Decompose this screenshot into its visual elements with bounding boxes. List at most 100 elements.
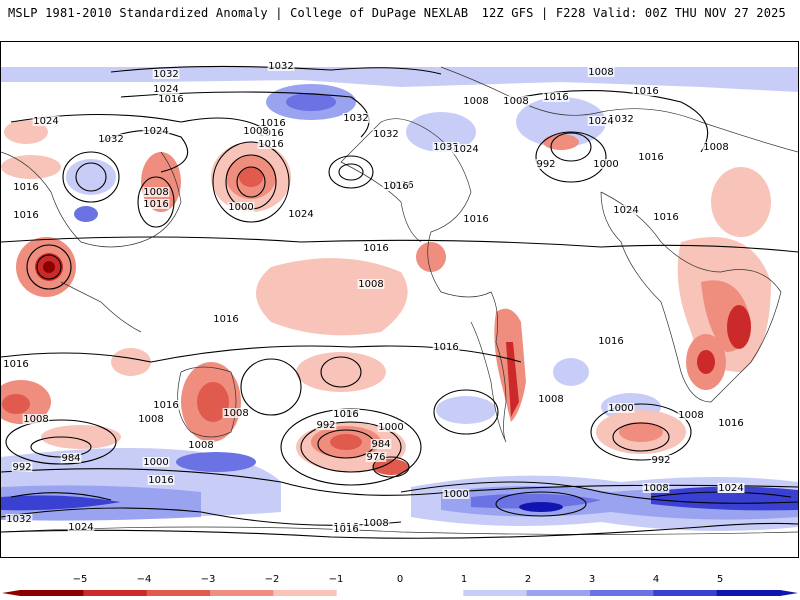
isobar-label: 1008	[358, 279, 383, 290]
map-panel: 1032 1032 1024 1016 1024 1024 1016 1032 1016 1016…	[0, 41, 799, 558]
colorbar-label: 0	[396, 574, 404, 585]
isobar-label: 1000	[608, 403, 633, 414]
isobar-label: 1008	[243, 126, 268, 137]
colorbar-label: 1	[460, 574, 468, 585]
isobar-label-background	[370, 439, 392, 449]
isobar-label: 1008	[363, 518, 388, 529]
isobar-label: 1016	[653, 212, 678, 223]
colorbar-segment	[273, 590, 338, 596]
isobar-label: 1008	[188, 440, 213, 451]
isobar-labels: 1032103210241016102410241016103210161016…	[2, 61, 745, 535]
isobar-label: 1016	[383, 181, 408, 192]
run-valid-time: 12Z GFS | F228 Valid: 00Z THU NOV 27 202…	[481, 6, 786, 20]
isobar-label: 1016	[148, 475, 173, 486]
colorbar-segment	[20, 590, 84, 596]
isobar-label-background	[97, 134, 125, 144]
colorbar-segment	[716, 590, 781, 596]
isobar-label: 1016	[258, 139, 283, 150]
isobar-label: 1032	[153, 69, 178, 80]
isobar-label-background	[12, 210, 40, 220]
isobar-label: 1024	[68, 522, 93, 533]
isobar-label: 1016	[463, 214, 488, 225]
isobar-label: 1024	[153, 84, 178, 95]
isobar-label-background	[442, 489, 470, 499]
isobar-label-background	[702, 142, 730, 152]
isobar-label-background	[637, 152, 665, 162]
isobar-label: 1008	[463, 96, 488, 107]
colorbar-label: 5	[716, 574, 724, 585]
isobar-label-background	[152, 84, 180, 94]
isobar-label-background	[22, 414, 50, 424]
isobar-label-background	[32, 116, 60, 126]
colorbar-label: −3	[200, 574, 216, 585]
colorbar-segment	[210, 590, 274, 596]
colorbar-labels: −5 −4 −3 −2 −1 0 1 2 3 4 5	[0, 570, 800, 585]
isobar-label-background	[597, 336, 625, 346]
isobar-label-background	[502, 96, 530, 106]
isobar-label: 1016	[213, 314, 238, 325]
isobar-label: 1024	[33, 116, 58, 127]
colorbar-segment	[146, 590, 211, 596]
isobar-label: 1032	[6, 514, 31, 525]
isobar-label: 992	[536, 159, 555, 170]
isobar-label: 1016	[13, 182, 38, 193]
isobar-label-background	[432, 342, 460, 352]
isobar-label: 992	[651, 455, 670, 466]
isobar-label-background	[67, 522, 95, 532]
isobar-label-background	[587, 116, 615, 126]
isobar-label: 1016	[260, 118, 285, 129]
colorbar-segment	[463, 590, 528, 596]
isobar-label-background	[315, 420, 337, 430]
isobar-label: 1008	[703, 142, 728, 153]
isobar-label: 1024	[453, 144, 478, 155]
isobar-label: 976	[366, 452, 385, 463]
isobar-label-background	[11, 462, 33, 472]
isobar-label-background	[377, 422, 405, 432]
negative-anomaly-shading	[1, 120, 771, 475]
isobar-label-background	[5, 514, 33, 524]
isobar-label: 1008	[538, 394, 563, 405]
isobar-label: 1032	[373, 129, 398, 140]
isobar-label-background	[187, 440, 215, 450]
colorbar-segment	[653, 590, 718, 596]
isobar-label: 1016	[13, 210, 38, 221]
colorbar-strip	[2, 590, 798, 596]
isobar-label: 1016	[158, 94, 183, 105]
colorbar-segment	[590, 590, 654, 596]
isobar-label: 1000	[443, 489, 468, 500]
isobar-label: 1024	[588, 116, 613, 127]
isobar-label-background	[372, 129, 400, 139]
isobar-label-background	[242, 126, 270, 136]
isobar-label: 984	[61, 453, 80, 464]
isobar-label: 1008	[138, 414, 163, 425]
colorbar-segment	[83, 590, 148, 596]
isobar-label-background	[365, 452, 387, 462]
isobar-label: 1008	[23, 414, 48, 425]
isobar-label-background	[650, 455, 672, 465]
isobar-label: 1032	[608, 114, 633, 125]
isobar-label: 1000	[593, 159, 618, 170]
isobar-label-background	[677, 410, 705, 420]
isobar-label-background	[267, 61, 295, 71]
isobar-label: 1024	[613, 205, 638, 216]
isobar-label-background	[537, 394, 565, 404]
isobar-label: 1016	[638, 152, 663, 163]
isobar-label-background	[142, 126, 170, 136]
isobar-label: 1016	[363, 243, 388, 254]
isobar-label-background	[152, 400, 180, 410]
colorbar-segment	[400, 590, 464, 596]
isobar-label-background	[142, 187, 170, 197]
isobar-label: 1016	[333, 524, 358, 535]
isobar-label-background	[142, 457, 170, 467]
isobar-label-background	[382, 181, 410, 191]
isobar-label-background	[462, 96, 490, 106]
isobars	[1, 65, 798, 539]
colorbar-segment	[526, 590, 591, 596]
isobar-label-background	[592, 159, 620, 169]
isobar-label-background	[632, 86, 660, 96]
isobar-label: 1008	[143, 187, 168, 198]
isobar-label: 1008	[503, 96, 528, 107]
isobar-label-background	[2, 359, 30, 369]
isobar-label-background	[607, 114, 635, 124]
isobar-label-background	[257, 128, 285, 138]
